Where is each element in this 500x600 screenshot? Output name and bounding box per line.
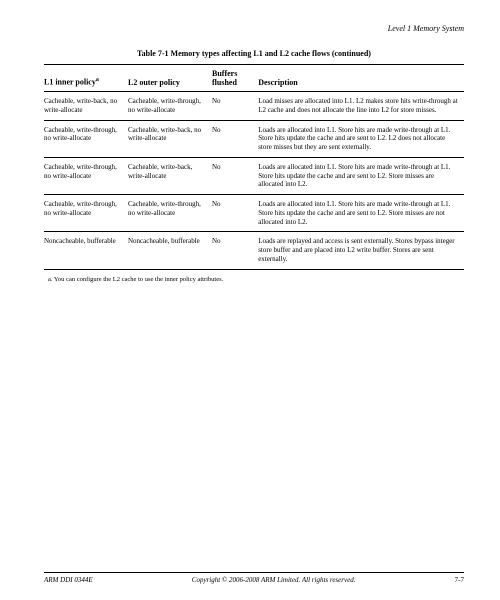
cell-description: Loads are allocated into L1. Store hits … <box>258 157 464 194</box>
col-header-description: Description <box>258 65 464 92</box>
col-header-l2: L2 outer policy <box>128 65 212 92</box>
cell-l2: Cacheable, write-back, no write-allocate <box>128 120 212 157</box>
cell-description: Loads are replayed and access is sent ex… <box>258 232 464 269</box>
footer-left: ARM DDI 0344E <box>44 576 93 584</box>
cell-description: Loads are allocated into L1. Store hits … <box>258 120 464 157</box>
cell-description: Loads are allocated into L1. Store hits … <box>258 195 464 232</box>
memory-types-table: L1 inner policya L2 outer policy Buffers… <box>44 64 464 270</box>
cell-l1: Cacheable, write-through, no write-alloc… <box>44 157 128 194</box>
footer-center: Copyright © 2006-2008 ARM Limited. All r… <box>192 576 356 584</box>
cell-l1: Cacheable, write-back, no write-allocate <box>44 92 128 121</box>
footer-rule <box>44 572 464 573</box>
table-footnote: a. You can configure the L2 cache to use… <box>44 276 464 283</box>
table-row: Cacheable, write-back, no write-allocate… <box>44 92 464 121</box>
cell-l1: Cacheable, write-through, no write-alloc… <box>44 195 128 232</box>
col-header-l1-sup: a <box>96 77 99 83</box>
cell-buffers: No <box>212 195 258 232</box>
cell-l2: Cacheable, write-through, no write-alloc… <box>128 195 212 232</box>
col-header-l1: L1 inner policya <box>44 65 128 92</box>
cell-l2: Cacheable, write-back, write-allocate <box>128 157 212 194</box>
cell-l2: Cacheable, write-through, no write-alloc… <box>128 92 212 121</box>
footer-right: 7-7 <box>455 576 464 584</box>
table-header-row: L1 inner policya L2 outer policy Buffers… <box>44 65 464 92</box>
table-caption: Table 7-1 Memory types affecting L1 and … <box>44 49 464 58</box>
page-footer: ARM DDI 0344E Copyright © 2006-2008 ARM … <box>44 572 464 584</box>
table-row: Noncacheable, bufferable Noncacheable, b… <box>44 232 464 269</box>
cell-l1: Cacheable, write-through, no write-alloc… <box>44 120 128 157</box>
cell-description: Load misses are allocated into L1. L2 ma… <box>258 92 464 121</box>
col-header-buffers: Buffers flushed <box>212 65 258 92</box>
footer-line: ARM DDI 0344E Copyright © 2006-2008 ARM … <box>44 576 464 584</box>
table-row: Cacheable, write-through, no write-alloc… <box>44 195 464 232</box>
cell-buffers: No <box>212 92 258 121</box>
table-row: Cacheable, write-through, no write-alloc… <box>44 120 464 157</box>
cell-l1: Noncacheable, bufferable <box>44 232 128 269</box>
cell-buffers: No <box>212 157 258 194</box>
col-header-l1-text: L1 inner policy <box>44 78 96 87</box>
page: Level 1 Memory System Table 7-1 Memory t… <box>0 0 500 600</box>
running-head: Level 1 Memory System <box>44 24 464 33</box>
cell-buffers: No <box>212 120 258 157</box>
cell-l2: Noncacheable, bufferable <box>128 232 212 269</box>
table-row: Cacheable, write-through, no write-alloc… <box>44 157 464 194</box>
cell-buffers: No <box>212 232 258 269</box>
